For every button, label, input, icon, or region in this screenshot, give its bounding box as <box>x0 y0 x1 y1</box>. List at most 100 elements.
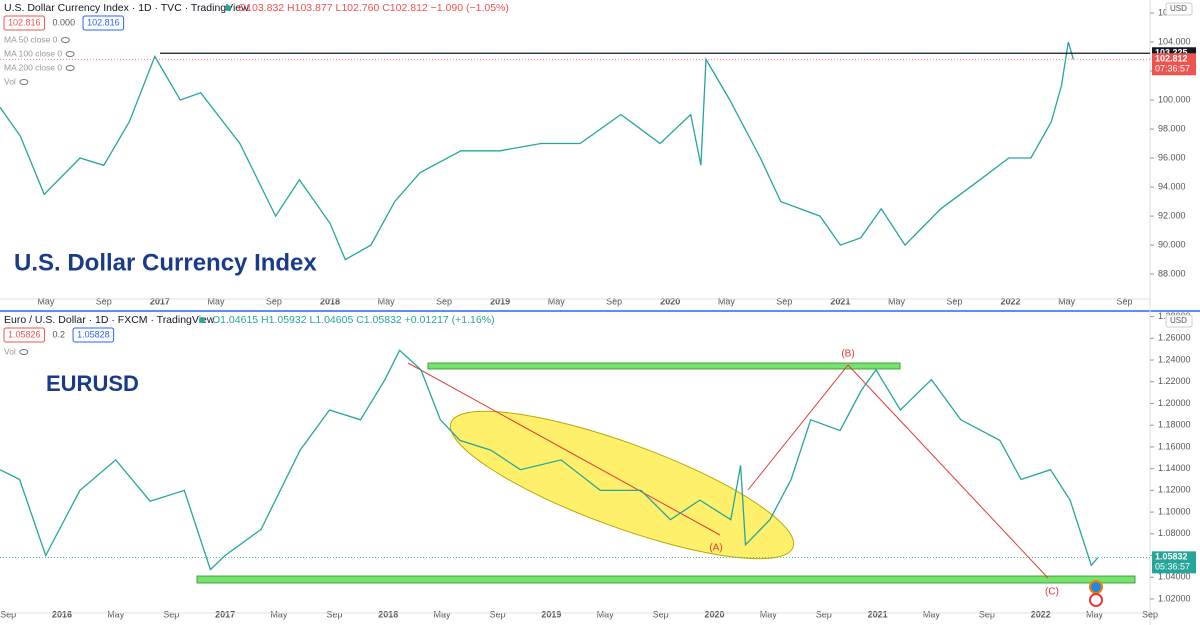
y-tick-label: 1.16000 <box>1158 441 1191 451</box>
x-tick-label: May <box>270 609 288 619</box>
status-dot <box>199 317 205 323</box>
legend-value: 1.05828 <box>77 329 110 339</box>
visibility-icon[interactable] <box>60 37 70 43</box>
chart-title: Euro / U.S. Dollar · 1D · FXCM · Trading… <box>4 314 215 326</box>
x-tick-label: May <box>434 609 452 619</box>
currency-button[interactable] <box>1165 2 1193 16</box>
y-tick-label: 92.000 <box>1158 210 1186 220</box>
x-tick-label: 2022 <box>1031 609 1051 619</box>
y-tick-label: 90.000 <box>1158 239 1186 249</box>
countdown: 05:36:57 <box>1155 562 1190 572</box>
y-tick-label: 1.22000 <box>1158 376 1191 386</box>
price-line <box>0 41 1075 261</box>
x-tick-label: 2020 <box>704 609 724 619</box>
visibility-icon[interactable] <box>65 51 75 57</box>
visibility-icon[interactable] <box>19 79 29 85</box>
currency-button[interactable] <box>1165 314 1193 328</box>
x-tick-label: May <box>888 296 906 306</box>
ohlc: O103.832 H103.877 L102.760 C102.812 −1.0… <box>238 2 509 14</box>
legend-value: 102.816 <box>87 17 120 27</box>
legend-box <box>3 327 46 343</box>
y-tick-label: 1.08000 <box>1158 528 1191 538</box>
x-tick-label: Sep <box>946 296 962 306</box>
x-tick-label: 2020 <box>660 296 680 306</box>
x-tick-label: Sep <box>490 609 506 619</box>
wave-label: (A) <box>709 543 722 554</box>
wave-label: (C) <box>1045 587 1059 598</box>
x-tick-label: May <box>107 609 125 619</box>
x-tick-label: May <box>718 296 736 306</box>
x-tick-label: 2019 <box>541 609 561 619</box>
status-dot <box>225 5 231 11</box>
x-tick-label: 2021 <box>868 609 888 619</box>
x-tick-label: 2019 <box>490 296 510 306</box>
y-tick-label: 100.000 <box>1158 94 1191 104</box>
event-icon[interactable] <box>1089 593 1103 607</box>
x-tick-label: Sep <box>266 296 282 306</box>
x-tick-label: Sep <box>326 609 342 619</box>
x-tick-label: 2021 <box>830 296 850 306</box>
legend-value: 0.000 <box>53 17 76 27</box>
visibility-icon[interactable] <box>65 65 75 71</box>
x-tick-label: 2017 <box>215 609 235 619</box>
resistance-zone <box>427 362 901 370</box>
legend-box <box>3 15 46 31</box>
indicator-label: Vol <box>4 346 16 356</box>
legend-box <box>82 15 125 31</box>
indicator-label: MA 50 close 0 <box>4 34 58 44</box>
x-tick-label: 2018 <box>320 296 340 306</box>
y-tick-label: 96.000 <box>1158 152 1186 162</box>
x-tick-label: Sep <box>816 609 832 619</box>
y-tick-label: 1.02000 <box>1158 593 1191 603</box>
last-price-bg <box>1152 551 1196 574</box>
y-tick-label: 1.04000 <box>1158 572 1191 582</box>
trend-line <box>407 362 721 536</box>
x-tick-label: Sep <box>776 296 792 306</box>
last-price-label: 102.812 <box>1155 54 1188 64</box>
x-tick-label: May <box>923 609 941 619</box>
indicator-label: MA 200 close 0 <box>4 62 62 72</box>
y-tick-label: 1.18000 <box>1158 420 1191 430</box>
x-tick-label: Sep <box>96 296 112 306</box>
x-tick-label: May <box>37 296 55 306</box>
x-tick-label: 2018 <box>378 609 398 619</box>
x-tick-label: Sep <box>0 609 16 619</box>
x-tick-label: Sep <box>163 609 179 619</box>
visibility-icon[interactable] <box>19 349 29 355</box>
y-tick-label: 1.10000 <box>1158 506 1191 516</box>
x-tick-label: Sep <box>606 296 622 306</box>
x-tick-label: Sep <box>653 609 669 619</box>
last-price-bg <box>1152 53 1196 76</box>
trend-line <box>747 364 849 491</box>
wave-label: (B) <box>841 349 854 360</box>
ellipse-drawing <box>449 410 795 560</box>
y-tick-label: 1.12000 <box>1158 485 1191 495</box>
event-icon[interactable] <box>1089 580 1103 594</box>
header-bg <box>0 0 640 17</box>
indicator-label: Vol <box>4 76 16 86</box>
support-zone <box>196 575 1136 584</box>
y-tick-label: 98.000 <box>1158 123 1186 133</box>
legend-value: 1.05826 <box>8 329 41 339</box>
currency-label: USD <box>1170 4 1187 13</box>
legend-value: 0.2 <box>53 329 66 339</box>
drawings <box>196 362 1136 607</box>
x-tick-label: 2017 <box>150 296 170 306</box>
x-tick-label: May <box>208 296 226 306</box>
indicator-label: MA 100 close 0 <box>4 48 62 58</box>
header-bg <box>0 312 640 329</box>
y-tick-label: 104.000 <box>1158 36 1191 46</box>
x-tick-label: May <box>597 609 615 619</box>
x-tick-label: Sep <box>979 609 995 619</box>
hline-price-label: 103.225 <box>1155 48 1188 58</box>
y-tick-label: 88.000 <box>1158 268 1186 278</box>
legend-box <box>72 327 115 343</box>
x-tick-label: May <box>548 296 566 306</box>
x-tick-label: 2016 <box>52 609 72 619</box>
trend-line <box>847 364 1049 579</box>
chart-watermark: U.S. Dollar Currency Index <box>14 249 317 276</box>
price-line <box>0 349 1099 571</box>
y-tick-label: 1.20000 <box>1158 398 1191 408</box>
legend-value: 102.816 <box>8 17 41 27</box>
